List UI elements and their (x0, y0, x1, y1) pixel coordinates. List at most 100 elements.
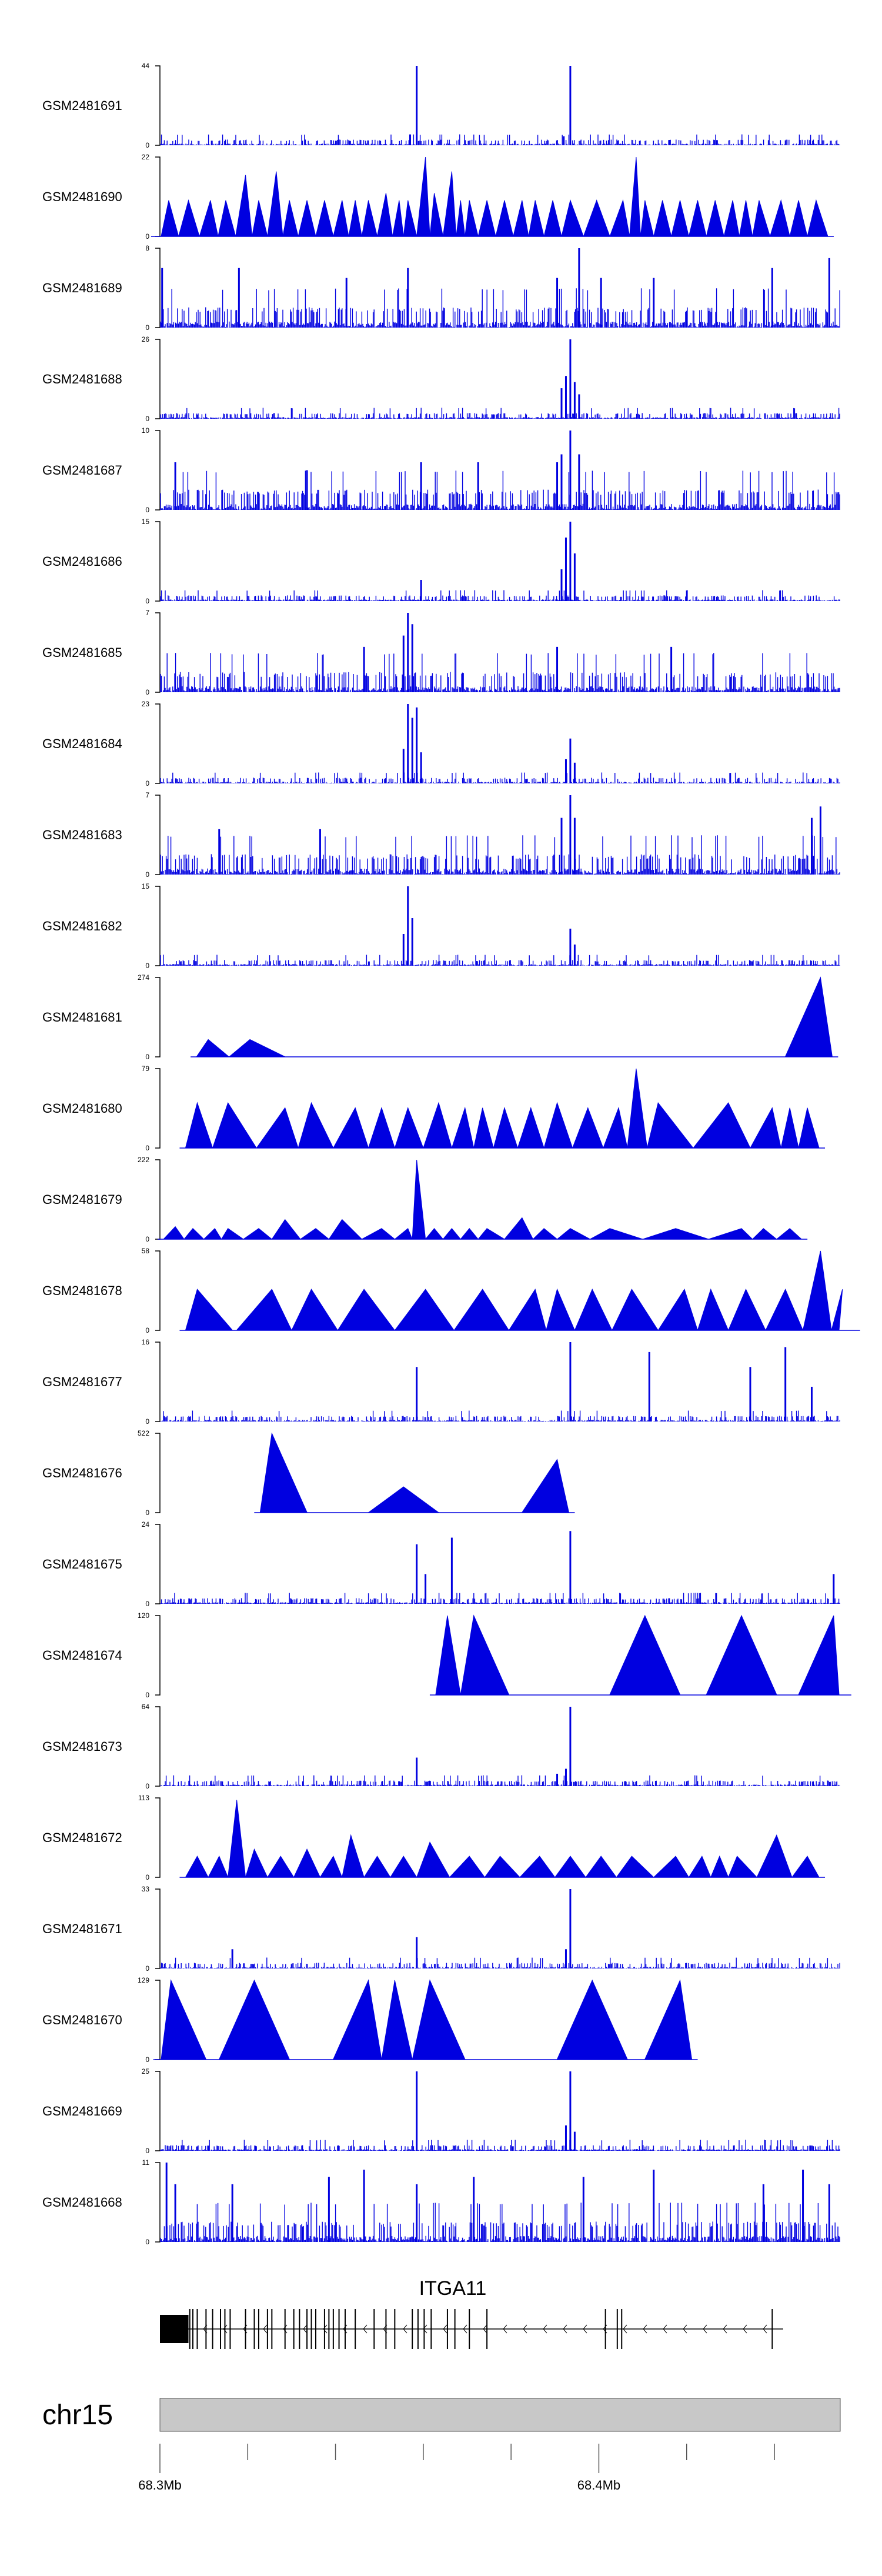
coverage-segment (394, 1289, 455, 1331)
coverage-segment (543, 1102, 573, 1149)
strand-arrow (543, 2324, 547, 2334)
y-zero-tick-label: 0 (145, 1691, 149, 1699)
coverage-segment (389, 1856, 417, 1878)
y-axis (155, 1797, 161, 1878)
y-max-tick-label: 274 (138, 973, 149, 982)
coverage-segment (435, 1615, 461, 1696)
coverage-segment (299, 1228, 330, 1240)
strand-arrow (523, 2324, 527, 2334)
y-axis (155, 1433, 161, 1513)
coverage-segment (236, 1289, 292, 1331)
strand-arrow (503, 2324, 507, 2334)
track-label: GSM2481674 (42, 1648, 122, 1663)
y-zero-tick-label: 0 (145, 962, 149, 970)
coverage-segment (543, 200, 562, 237)
coverage-segment (670, 200, 690, 237)
coverage-segment (609, 1614, 681, 1696)
y-zero-tick-label: 0 (145, 1235, 149, 1243)
track-GSM2481677: GSM2481677 16 0 (42, 1338, 840, 1426)
coverage-signal (160, 955, 840, 966)
y-max-tick-label: 26 (142, 335, 150, 343)
coverage-segment (554, 1856, 587, 1878)
y-max-tick-label: 16 (142, 1338, 150, 1346)
coverage-segment (183, 1228, 205, 1240)
strand-arrow (723, 2324, 727, 2334)
y-zero-tick-label: 0 (145, 1873, 149, 1881)
track-GSM2481673: GSM2481673 64 0 (42, 1703, 840, 1790)
coverage-segment (362, 1228, 396, 1240)
y-zero-tick-label: 0 (145, 870, 149, 879)
y-max-tick-label: 522 (138, 1429, 149, 1437)
coverage-segment (451, 1106, 475, 1149)
coverage-segment (266, 1856, 295, 1878)
coverage-segment (629, 156, 641, 237)
strand-arrow (643, 2324, 647, 2334)
coverage-segment (245, 1848, 268, 1878)
coverage-signal (160, 590, 840, 601)
coverage-segment (517, 1107, 544, 1149)
coverage-segment (572, 1107, 604, 1149)
coverage-segment (688, 1856, 711, 1878)
coverage-segment (199, 200, 219, 237)
coverage-segment (802, 1250, 832, 1331)
y-max-tick-label: 222 (138, 1156, 149, 1164)
coverage-segment (653, 200, 672, 237)
strand-arrow (683, 2324, 687, 2334)
coverage-segment (465, 200, 479, 237)
track-label: GSM2481690 (42, 189, 122, 204)
coverage-segment (556, 1979, 629, 2060)
strand-arrow (443, 2324, 447, 2334)
strand-arrow (663, 2324, 667, 2334)
coverage-segment (727, 1288, 766, 1331)
track-label: GSM2481677 (42, 1374, 122, 1389)
y-max-tick-label: 58 (142, 1247, 150, 1255)
coverage-segment (252, 200, 268, 237)
coverage-segment (688, 200, 707, 237)
coverage-segment (291, 1289, 339, 1331)
y-axis (155, 1068, 161, 1149)
coverage-signal (160, 2203, 840, 2242)
y-zero-tick-label: 0 (145, 1600, 149, 1608)
track-label: GSM2481687 (42, 463, 122, 478)
coverage-segment (750, 1107, 781, 1149)
y-axis (155, 248, 161, 328)
track-label: GSM2481676 (42, 1466, 122, 1480)
coverage-segment (789, 200, 808, 237)
coverage-segment (556, 1228, 590, 1240)
x-tick-label: 68.3Mb (138, 2478, 181, 2492)
y-axis (155, 703, 161, 784)
track-GSM2481672: GSM2481672 113 0 (42, 1794, 826, 1881)
strand-arrow (323, 2324, 328, 2334)
coverage-segment (367, 1486, 440, 1513)
track-label: GSM2481688 (42, 372, 122, 386)
track-label: GSM2481685 (42, 645, 122, 660)
y-axis (155, 2071, 161, 2151)
coverage-segment (585, 1856, 617, 1878)
coverage-segment (831, 1289, 843, 1331)
y-axis (155, 1159, 161, 1240)
track-GSM2481678: GSM2481678 58 0 (42, 1247, 860, 1334)
track-label: GSM2481691 (42, 98, 122, 113)
strand-arrow (463, 2324, 467, 2334)
y-max-tick-label: 15 (142, 882, 150, 890)
track-GSM2481689: GSM2481689 8 0 (42, 244, 840, 332)
coverage-segment (495, 200, 514, 237)
coverage-signal (160, 835, 840, 875)
coverage-segment (477, 1228, 506, 1240)
y-axis (155, 430, 161, 510)
y-zero-tick-label: 0 (145, 597, 149, 605)
track-label: GSM2481681 (42, 1010, 122, 1025)
y-max-tick-label: 64 (142, 1703, 150, 1711)
coverage-segment (519, 1856, 556, 1878)
coverage-segment (710, 1855, 729, 1878)
coverage-segment (315, 200, 334, 237)
coverage-segment (528, 200, 544, 237)
y-max-tick-label: 11 (142, 2158, 150, 2167)
coverage-segment (706, 1614, 777, 1696)
coverage-segment (807, 199, 828, 237)
coverage-segment (561, 199, 584, 237)
coverage-segment (583, 199, 610, 237)
y-axis (155, 156, 161, 237)
coverage-segment (332, 1979, 382, 2060)
